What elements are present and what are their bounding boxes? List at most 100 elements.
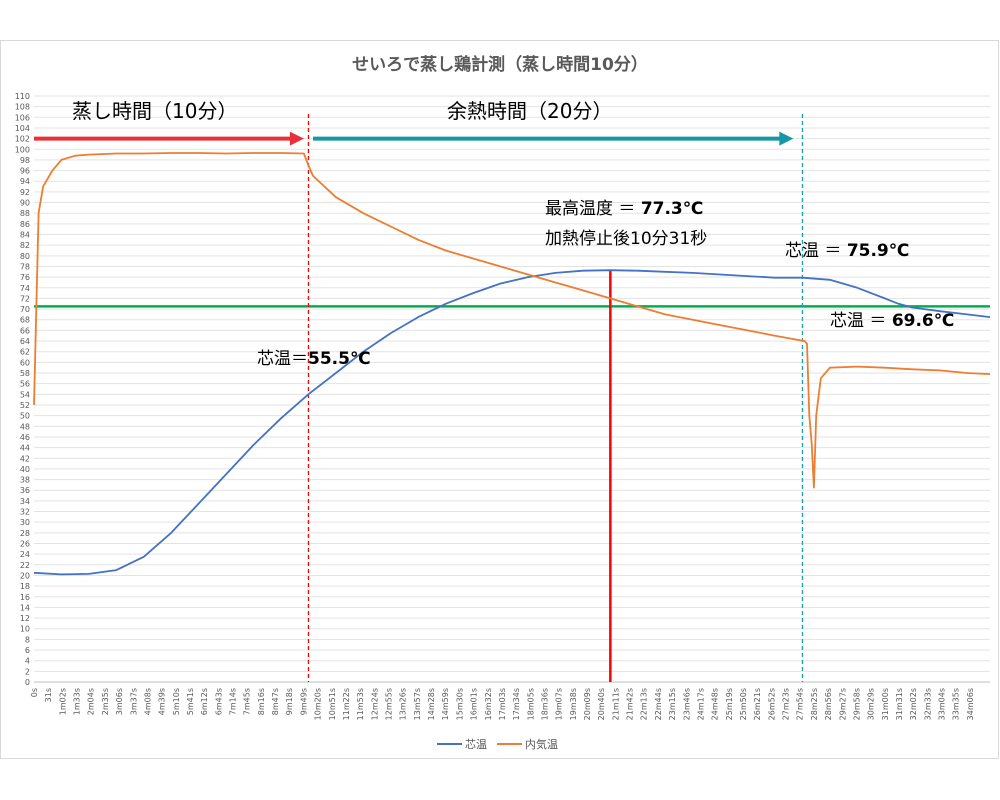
y-tick-label: 58 (20, 369, 30, 378)
x-tick-label: 29m27s (838, 688, 847, 720)
y-tick-label: 6 (25, 646, 30, 655)
legend-label-core: 芯温 (465, 737, 487, 751)
y-tick-label: 66 (20, 326, 30, 335)
x-tick-label: 32m02s (909, 688, 918, 720)
y-tick-label: 74 (20, 284, 30, 293)
x-tick-label: 9m49s (299, 688, 308, 715)
x-tick-label: 25m19s (725, 688, 734, 720)
legend-label-air: 内気温 (525, 737, 558, 751)
x-tick-label: 28m25s (810, 688, 819, 720)
x-tick-label: 5m10s (172, 688, 181, 715)
y-tick-label: 0 (25, 678, 30, 687)
stop-time-annotation: 加熱停止後10分31秒 (545, 229, 707, 249)
core-temp-crossing-value: 69.6℃ (892, 311, 955, 331)
y-tick-label: 16 (20, 593, 30, 602)
y-tick-label: 26 (20, 539, 30, 548)
x-tick-label: 20m09s (583, 688, 592, 720)
max-temp-annotation: 最高温度 ＝ 77.3℃ (545, 199, 703, 219)
series-air-temp (33, 152, 991, 489)
x-tick-label: 27m54s (796, 688, 805, 720)
x-axis-ticks: 0s 31s 1m02s 1m33s 2m04s 2m35s 3m06s 3m37s 4m08s… (30, 688, 975, 720)
y-tick-label: 62 (20, 348, 30, 357)
y-tick-label: 28 (20, 529, 30, 538)
y-tick-label: 40 (20, 465, 30, 474)
x-tick-label: 9m18s (285, 688, 294, 715)
x-tick-label: 6m43s (214, 688, 223, 715)
x-tick-label: 26m52s (767, 688, 776, 720)
x-tick-label: 4m08s (143, 688, 152, 715)
x-tick-label: 12m24s (370, 688, 379, 720)
x-tick-label: 31s (44, 688, 53, 702)
x-tick-label: 8m16s (257, 688, 266, 715)
max-temp-value: 77.3℃ (641, 199, 704, 219)
y-tick-label: 20 (20, 571, 30, 580)
x-tick-label: 8m47s (271, 688, 280, 715)
x-tick-label: 26m21s (753, 688, 762, 720)
core-temp-at-stop-annotation: 芯温＝55.5℃ (257, 349, 371, 369)
y-tick-label: 110 (15, 92, 30, 101)
y-tick-label: 82 (20, 241, 30, 250)
x-tick-label: 17m34s (512, 688, 521, 720)
y-axis-ticks: 0246810121416182022242628303234363840424… (15, 92, 30, 687)
core-temp-at-end-label: 芯温 ＝ (785, 241, 847, 261)
y-tick-label: 108 (15, 103, 30, 112)
series-core-temp (33, 269, 991, 576)
x-tick-label: 7m14s (229, 688, 238, 715)
y-tick-label: 88 (20, 209, 30, 218)
x-tick-label: 29m58s (852, 688, 861, 720)
x-tick-label: 28m56s (824, 688, 833, 720)
core-temp-crossing-annotation: 芯温 ＝ 69.6℃ (830, 311, 954, 331)
x-tick-label: 19m07s (555, 688, 564, 720)
x-tick-label: 10m51s (328, 688, 337, 720)
y-tick-label: 86 (20, 220, 30, 229)
core-temp-at-stop-label: 芯温＝ (257, 349, 308, 369)
x-tick-label: 22m13s (640, 688, 649, 720)
x-tick-label: 6m12s (200, 688, 209, 715)
x-tick-label: 20m40s (597, 688, 606, 720)
x-tick-label: 33m35s (952, 688, 961, 720)
legend: 芯温 内気温 (437, 737, 558, 751)
y-tick-label: 102 (15, 135, 30, 144)
y-tick-label: 44 (20, 444, 30, 453)
x-tick-label: 30m29s (867, 688, 876, 720)
y-tick-label: 64 (20, 337, 30, 346)
y-tick-label: 24 (20, 550, 30, 559)
x-tick-label: 10m20s (314, 688, 323, 720)
reference-lines (34, 114, 990, 682)
x-tick-label: 1m02s (58, 688, 67, 715)
y-tick-label: 54 (20, 390, 30, 399)
y-tick-label: 68 (20, 316, 30, 325)
core-temp-at-stop-value: 55.5℃ (308, 349, 371, 369)
chart-frame (0, 40, 999, 759)
y-tick-label: 30 (20, 518, 30, 527)
y-tick-label: 84 (20, 231, 30, 240)
y-tick-label: 106 (15, 113, 30, 122)
y-tick-label: 90 (20, 199, 30, 208)
y-tick-label: 34 (20, 497, 30, 506)
y-tick-label: 100 (15, 145, 30, 154)
y-tick-label: 80 (20, 252, 30, 261)
x-tick-label: 14m28s (427, 688, 436, 720)
y-tick-label: 42 (20, 454, 30, 463)
y-tick-label: 72 (20, 294, 30, 303)
x-tick-label: 1m33s (73, 688, 82, 715)
x-tick-label: 3m37s (129, 688, 138, 715)
x-tick-label: 23m15s (668, 688, 677, 720)
x-tick-label: 13m26s (399, 688, 408, 720)
x-tick-label: 2m35s (101, 688, 110, 715)
x-tick-label: 14m59s (441, 688, 450, 720)
y-tick-label: 78 (20, 262, 30, 271)
period-arrows (34, 131, 794, 146)
x-tick-label: 33m04s (938, 688, 947, 720)
y-tick-label: 70 (20, 305, 30, 314)
y-tick-label: 98 (20, 156, 30, 165)
core-temp-crossing-label: 芯温 ＝ (830, 311, 892, 331)
x-tick-label: 7m45s (243, 688, 252, 715)
y-tick-label: 56 (20, 380, 30, 389)
x-tick-label: 24m17s (696, 688, 705, 720)
x-tick-label: 18m36s (540, 688, 549, 720)
x-tick-label: 17m03s (498, 688, 507, 720)
y-tick-label: 96 (20, 167, 30, 176)
y-tick-label: 104 (15, 124, 30, 133)
